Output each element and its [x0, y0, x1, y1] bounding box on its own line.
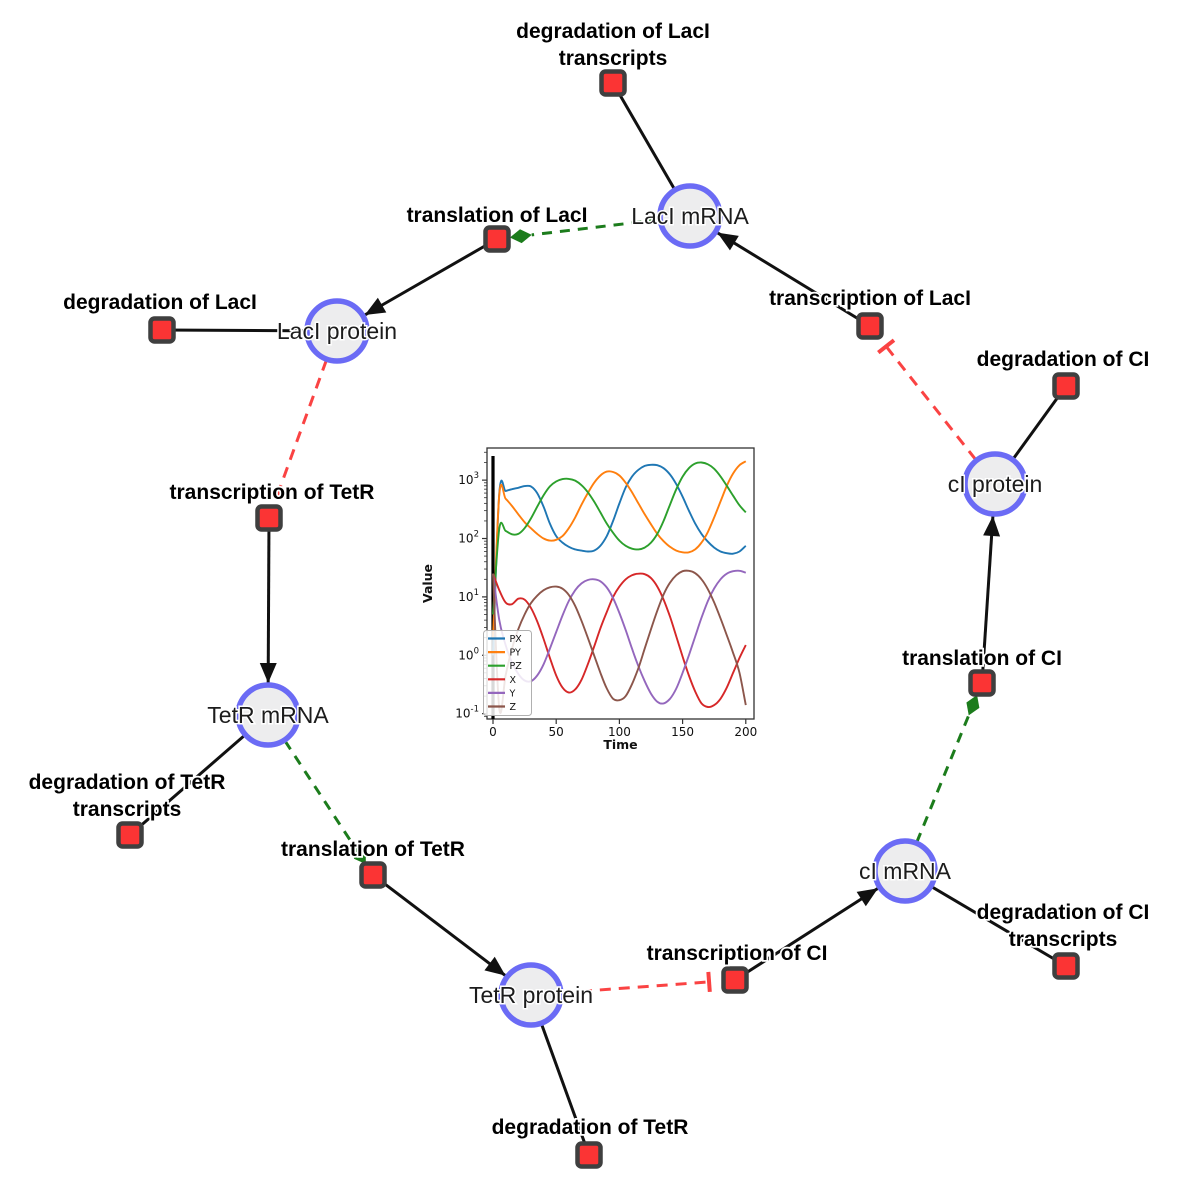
legend-label-PX: PX [510, 634, 523, 645]
edge-arrow-transcription-of-laci-to-laci-mrna [716, 231, 871, 328]
reaction-label-degradation-of-tetr-transcripts-line2: transcripts [73, 798, 182, 821]
labels-layer: LacI mRNA LacI protein TetR mRNA TetR prote… [27, 18, 1151, 1141]
series-PZ [492, 461, 747, 615]
modifier-diamond-icon [509, 229, 532, 244]
y-tick-label: 101 [458, 588, 479, 604]
series-PY [492, 460, 747, 638]
reaction-node-degradation-of-laci-transcripts [599, 69, 627, 97]
series-X [492, 572, 747, 709]
reaction-node-translation-of-laci [483, 225, 511, 253]
x-tick-label: 50 [549, 725, 564, 739]
nodes-layer [116, 69, 1080, 1169]
chart-x-axis-label: Time [603, 737, 637, 752]
legend-label-Z: Z [510, 702, 517, 713]
reaction-node-translation-of-ci [968, 669, 996, 697]
species-node-ci-mrna [872, 838, 938, 904]
legend-box [483, 630, 532, 716]
arrowhead-icon [484, 956, 506, 976]
arrowhead-icon [364, 297, 387, 316]
edge-arrow-transcription-of-ci-to-ci-mrna [734, 887, 879, 982]
modifier-diamond-icon [966, 695, 980, 716]
reaction-label-degradation-of-laci: degradation of LacI [63, 291, 257, 314]
species-node-laci-mrna [657, 183, 723, 249]
reaction-node-degradation-of-ci-transcripts [1052, 952, 1080, 980]
reaction-label-translation-of-ci: translation of CI [902, 647, 1062, 670]
species-node-tetr-mrna [235, 682, 301, 748]
reaction-node-degradation-of-tetr-transcripts [116, 821, 144, 849]
y-tick-label: 10-1 [455, 705, 479, 721]
y-tick-label: 103 [458, 471, 479, 487]
edge-arrow-transcription-of-tetr-to-tetr-mrna [266, 517, 271, 684]
species-label-ci-mrna: cI mRNA [859, 858, 952, 884]
reaction-label-degradation-of-ci-transcripts-line2: transcripts [1009, 928, 1118, 951]
chart-legend: PX PY PZ XYZ [483, 630, 532, 716]
chart-y-axis-label: Value [420, 564, 435, 603]
reaction-label-transcription-of-laci: transcription of LacI [769, 287, 971, 310]
arrowhead-icon [983, 515, 1001, 537]
x-tick-label: 200 [734, 725, 757, 739]
edge-arrow-translation-of-laci-to-laci-protein [363, 237, 498, 317]
modifier-diamond-icon [353, 845, 366, 865]
legend-label-Y: Y [509, 688, 516, 699]
reaction-label-translation-of-laci: translation of LacI [407, 204, 588, 227]
inhibition-tee-icon [877, 338, 896, 355]
species-label-ci-protein: cI protein [948, 471, 1043, 497]
edge-modifier-tetr-mrna-to-translation-of-tetr [283, 740, 356, 847]
reaction-node-degradation-of-ci [1052, 372, 1080, 400]
reaction-label-degradation-of-laci-transcripts-line2: transcripts [559, 47, 668, 70]
y-tick-label: 100 [458, 646, 479, 662]
legend-label-PZ: PZ [510, 661, 523, 672]
inhibition-tee-icon [706, 971, 712, 993]
species-node-laci-protein [304, 298, 370, 364]
species-label-laci-mrna: LacI mRNA [631, 203, 749, 229]
reaction-node-degradation-of-tetr [575, 1141, 603, 1169]
edge-modifier-laci-mrna-to-translation-of-laci [531, 218, 660, 237]
reaction-label-translation-of-tetr: translation of TetR [281, 838, 465, 861]
edge-arrow-translation-of-tetr-to-tetr-protein [372, 873, 507, 977]
series-PX [492, 463, 747, 656]
species-label-tetr-mrna: TetR mRNA [207, 702, 329, 728]
reaction-label-degradation-of-ci-transcripts: degradation of CI [977, 901, 1150, 924]
y-tick-label: 102 [458, 530, 479, 546]
arrowhead-icon [259, 662, 277, 684]
species-label-tetr-protein: TetR protein [469, 982, 593, 1008]
x-tick-label: 0 [489, 725, 497, 739]
reaction-label-degradation-of-tetr-transcripts: degradation of TetR [29, 771, 226, 794]
species-node-ci-protein [962, 451, 1028, 517]
species-label-laci-protein: LacI protein [277, 318, 397, 344]
edge-inhibition-tetr-protein-to-transcription-of-ci [561, 980, 710, 995]
reaction-node-transcription-of-ci [721, 966, 749, 994]
species-node-tetr-protein [498, 962, 564, 1028]
inhibition-tee-icon [267, 488, 288, 499]
legend-label-X: X [510, 675, 517, 686]
reaction-label-transcription-of-ci: transcription of CI [647, 942, 828, 965]
reaction-label-degradation-of-ci: degradation of CI [977, 348, 1150, 371]
x-tick-label: 100 [608, 725, 631, 739]
series-Z [492, 569, 747, 714]
reaction-node-degradation-of-laci [148, 316, 176, 344]
reaction-label-transcription-of-tetr: transcription of TetR [170, 481, 375, 504]
series-Y [492, 569, 747, 705]
reaction-node-transcription-of-laci [856, 312, 884, 340]
edge-modifier-ci-mrna-to-translation-of-ci [915, 714, 971, 843]
legend-label-PY: PY [510, 648, 522, 659]
reaction-node-translation-of-tetr [359, 861, 387, 889]
edge-arrow-translation-of-ci-to-ci-protein [980, 515, 995, 684]
arrowhead-icon [717, 232, 739, 251]
edge-inhibition-laci-protein-to-transcription-of-tetr [276, 359, 328, 495]
arrowhead-icon [856, 888, 879, 907]
reaction-label-degradation-of-tetr: degradation of TetR [492, 1116, 689, 1139]
reaction-node-transcription-of-tetr [255, 504, 283, 532]
reaction-label-degradation-of-laci-transcripts: degradation of LacI [516, 20, 710, 43]
edge-inhibition-ci-protein-to-transcription-of-laci [884, 345, 977, 461]
x-tick-label: 150 [671, 725, 694, 739]
